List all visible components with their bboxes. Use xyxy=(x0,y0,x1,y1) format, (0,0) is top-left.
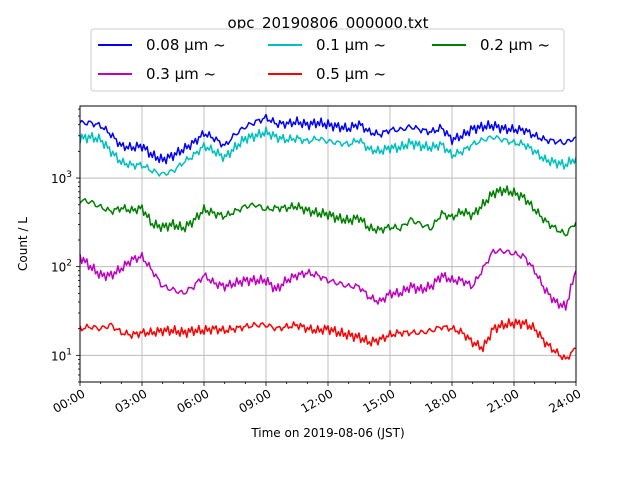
legend-label-0: 0.08 μm ~ xyxy=(146,36,226,54)
x-tick-label: 09:00 xyxy=(237,386,274,415)
series-line-1 xyxy=(79,126,577,177)
chart-title: opc_20190806_000000.txt xyxy=(228,14,429,33)
x-tick-label: 18:00 xyxy=(423,386,460,415)
legend-label-4: 0.5 μm ~ xyxy=(316,65,386,83)
data-series xyxy=(79,113,577,361)
y-tick-label: 102 xyxy=(51,259,72,275)
x-ticks: 00:00 03:00 06:00 09:00 12:00 15:00 18:00 21:00… xyxy=(51,382,584,416)
series-line-4 xyxy=(79,318,577,361)
x-tick-label: 24:00 xyxy=(547,386,584,415)
y-ticks: 101 102 103 xyxy=(51,108,80,383)
y-tick-label: 101 xyxy=(51,347,72,363)
x-tick-label: 06:00 xyxy=(175,386,212,415)
y-tick-label: 103 xyxy=(51,170,72,186)
legend-label-2: 0.2 μm ~ xyxy=(480,36,550,54)
x-tick-label: 12:00 xyxy=(299,386,336,415)
x-axis-label: Time on 2019-08-06 (JST) xyxy=(250,426,404,440)
series-line-2 xyxy=(79,185,577,237)
grid-lines xyxy=(80,106,576,382)
x-tick-label: 00:00 xyxy=(51,386,88,415)
legend-label-1: 0.1 μm ~ xyxy=(316,36,386,54)
legend: 0.08 μm ~ 0.1 μm ~ 0.2 μm ~ 0.3 μm ~ 0.5 μm … xyxy=(90,28,565,92)
x-tick-label: 03:00 xyxy=(113,386,150,415)
series-line-3 xyxy=(79,248,577,311)
x-tick-label: 21:00 xyxy=(485,386,522,415)
series-line-0 xyxy=(79,113,577,165)
y-axis-label: Count / L xyxy=(16,217,30,271)
x-tick-label: 15:00 xyxy=(361,386,398,415)
legend-label-3: 0.3 μm ~ xyxy=(146,65,216,83)
